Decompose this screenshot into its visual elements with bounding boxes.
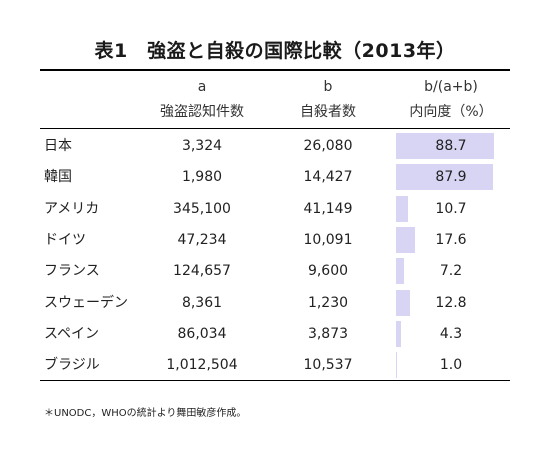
country-cell: アメリカ: [44, 200, 100, 217]
ratio-bar: [396, 352, 398, 379]
ratio-bar: [396, 133, 494, 159]
suicide-count-cell: 3,873: [307, 325, 349, 342]
country-cell: フランス: [44, 263, 100, 280]
introversion-cell: 88.7: [435, 138, 467, 154]
header-robbery-count: 強盗認知件数: [160, 104, 244, 120]
introversion-cell: 17.6: [435, 231, 467, 248]
robbery-count-cell: 1,012,504: [166, 357, 238, 374]
suicide-count-cell: 1,230: [307, 294, 349, 311]
robbery-count-cell: 124,657: [173, 263, 231, 280]
table-bottom-rule: [40, 380, 510, 381]
ratio-bar: [396, 320, 401, 347]
suicide-count-cell: 26,080: [303, 138, 353, 154]
robbery-count-cell: 8,361: [181, 294, 223, 311]
robbery-count-cell: 86,034: [177, 325, 227, 342]
suicide-count-cell: 14,427: [303, 169, 353, 186]
ratio-bar: [396, 164, 493, 191]
suicide-count-cell: 9,600: [307, 263, 349, 280]
table-top-rule: [40, 69, 510, 71]
robbery-count-cell: 3,324: [181, 138, 223, 154]
country-cell: ブラジル: [44, 357, 100, 374]
header-introversion: 内向度（%）: [409, 104, 493, 120]
ratio-bar: [396, 226, 416, 253]
ratio-bar: [396, 289, 411, 316]
introversion-cell: 87.9: [435, 169, 467, 186]
introversion-cell: 12.8: [435, 294, 467, 311]
country-cell: スウェーデン: [44, 294, 128, 311]
source-note: ＊UNODC，WHOの統計より舞田敏彦作成。: [44, 408, 247, 419]
robbery-count-cell: 1,980: [181, 169, 223, 186]
robbery-count-cell: 345,100: [173, 200, 231, 217]
introversion-cell: 7.2: [439, 263, 463, 280]
header-b-letter: b: [323, 79, 333, 95]
robbery-count-cell: 47,234: [177, 231, 227, 248]
country-cell: 日本: [44, 138, 72, 154]
table-header-rule: [40, 128, 510, 129]
introversion-cell: 1.0: [439, 357, 463, 374]
ratio-bar: [396, 258, 404, 285]
suicide-count-cell: 10,537: [303, 357, 353, 374]
header-suicide-count: 自殺者数: [300, 104, 356, 120]
introversion-cell: 4.3: [439, 325, 463, 342]
country-cell: スペイン: [44, 325, 100, 342]
country-cell: 韓国: [44, 169, 72, 186]
ratio-bar: [396, 195, 408, 222]
country-cell: ドイツ: [44, 231, 86, 248]
header-a-letter: a: [197, 79, 207, 95]
suicide-count-cell: 41,149: [303, 200, 353, 217]
introversion-cell: 10.7: [435, 200, 467, 217]
table-title: 表1 強盗と自殺の国際比較（2013年）: [94, 40, 456, 62]
header-ratio-formula: b/(a+b): [424, 79, 478, 95]
suicide-count-cell: 10,091: [303, 231, 353, 248]
